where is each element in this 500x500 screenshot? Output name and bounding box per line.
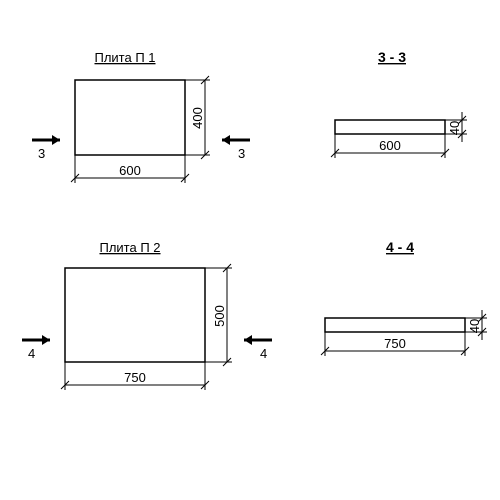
plate1-width-label: 600: [119, 163, 141, 178]
section1-width-dim: 600: [331, 134, 449, 158]
plate1-rect: [75, 80, 185, 155]
plate2-cut-right: 4: [244, 335, 272, 361]
plate-2-view: Плита П 2 750 500 4: [22, 240, 272, 390]
plate2-rect: [65, 268, 205, 362]
plate2-cut-left: 4: [22, 335, 50, 361]
section1-thick-dim: 40: [445, 112, 467, 142]
section-3-3: 3 - 3 600 40: [331, 49, 467, 158]
section2-width-label: 750: [384, 336, 406, 351]
section2-thick-label: 40: [467, 319, 482, 333]
section1-slab: [335, 120, 445, 134]
plate2-cut-left-label: 4: [28, 346, 35, 361]
section2-width-dim: 750: [321, 332, 469, 356]
plate2-width-label: 750: [124, 370, 146, 385]
plate1-height-dim: 400: [185, 76, 210, 159]
plate1-width-dim: 600: [71, 155, 189, 183]
section-4-4: 4 - 4 750 40: [321, 239, 487, 356]
section2-slab: [325, 318, 465, 332]
section1-title: 3 - 3: [378, 49, 406, 65]
plate2-width-dim: 750: [61, 362, 209, 390]
plate1-title: Плита П 1: [94, 50, 155, 65]
plate1-cut-right-label: 3: [238, 146, 245, 161]
plate1-height-label: 400: [190, 107, 205, 129]
plate2-title: Плита П 2: [99, 240, 160, 255]
tech-drawing: Плита П 1 600 400 3: [0, 0, 500, 500]
plate2-cut-right-label: 4: [260, 346, 267, 361]
plate1-cut-left: 3: [32, 135, 60, 161]
section2-title: 4 - 4: [386, 239, 414, 255]
plate-1-view: Плита П 1 600 400 3: [32, 50, 250, 183]
section2-thick-dim: 40: [465, 310, 487, 340]
plate1-cut-left-label: 3: [38, 146, 45, 161]
section1-thick-label: 40: [447, 121, 462, 135]
plate2-height-dim: 500: [205, 264, 232, 366]
plate2-height-label: 500: [212, 305, 227, 327]
plate1-cut-right: 3: [222, 135, 250, 161]
section1-width-label: 600: [379, 138, 401, 153]
